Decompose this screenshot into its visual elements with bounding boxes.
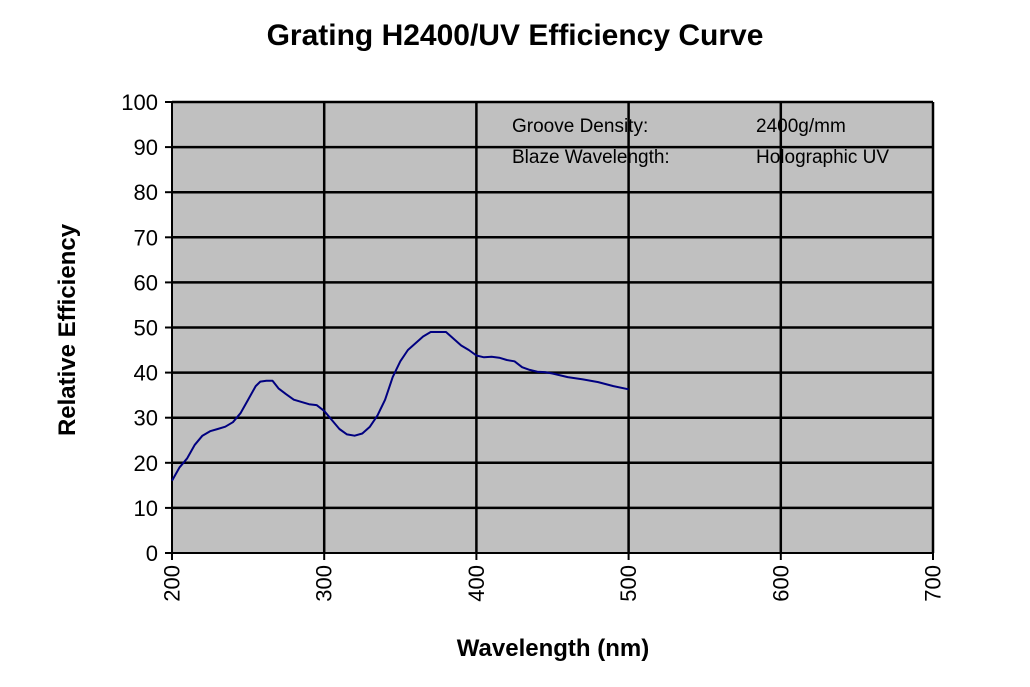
- x-tick-labels: 200 300 400 500 600 700: [160, 565, 946, 602]
- data-point: [521, 366, 523, 368]
- y-tick-label-90: 90: [134, 135, 158, 160]
- data-point: [627, 388, 629, 390]
- data-point: [612, 385, 614, 387]
- data-point: [414, 342, 416, 344]
- data-point: [194, 444, 196, 446]
- x-tick-label-600: 600: [768, 565, 793, 602]
- data-point: [216, 428, 218, 430]
- data-point: [490, 356, 492, 358]
- data-point: [271, 380, 273, 382]
- x-axis-label: Wavelength (nm): [457, 635, 649, 662]
- annotation-box: Groove Density: 2400g/mm Blaze Wavelength:…: [512, 116, 889, 168]
- data-point: [475, 354, 477, 356]
- data-point: [186, 457, 188, 459]
- y-tick-label-70: 70: [134, 225, 158, 250]
- y-tick-label-30: 30: [134, 406, 158, 431]
- x-tick-label-500: 500: [616, 565, 641, 602]
- data-point: [361, 432, 363, 434]
- data-point: [353, 435, 355, 437]
- data-point: [506, 359, 508, 361]
- y-tick-label-20: 20: [134, 451, 158, 476]
- data-point: [247, 398, 249, 400]
- x-tick-label-400: 400: [464, 565, 489, 602]
- data-point: [391, 376, 393, 378]
- data-point: [452, 338, 454, 340]
- data-point: [407, 349, 409, 351]
- y-tick-label-0: 0: [146, 541, 158, 566]
- data-point: [315, 404, 317, 406]
- data-point: [277, 387, 279, 389]
- data-point: [259, 380, 261, 382]
- annotation-label-1: Blaze Wavelength:: [512, 147, 670, 168]
- data-point: [567, 376, 569, 378]
- data-point: [513, 360, 515, 362]
- data-point: [399, 360, 401, 362]
- data-point: [300, 401, 302, 403]
- data-point: [338, 428, 340, 430]
- annotation-value-0: 2400g/mm: [756, 116, 846, 137]
- data-point: [544, 371, 546, 373]
- y-tick-label-50: 50: [134, 316, 158, 341]
- y-tick-label-40: 40: [134, 361, 158, 386]
- data-point: [369, 426, 371, 428]
- y-axis-label: Relative Efficiency: [54, 223, 81, 436]
- chart-title: Grating H2400/UV Efficiency Curve: [267, 19, 764, 52]
- data-point: [331, 419, 333, 421]
- data-point: [437, 331, 439, 333]
- data-point: [384, 398, 386, 400]
- annotation-value-1: Holographic UV: [756, 147, 889, 168]
- data-point: [224, 426, 226, 428]
- data-point: [201, 435, 203, 437]
- data-point: [551, 372, 553, 374]
- data-point: [422, 335, 424, 337]
- x-tick-label-300: 300: [312, 565, 337, 602]
- data-point: [308, 403, 310, 405]
- data-point: [285, 393, 287, 395]
- data-point: [445, 331, 447, 333]
- data-point: [536, 370, 538, 372]
- data-point: [468, 349, 470, 351]
- data-point: [460, 344, 462, 346]
- series-line-0: [171, 331, 629, 482]
- data-point: [239, 412, 241, 414]
- data-point: [483, 356, 485, 358]
- y-tick-label-80: 80: [134, 180, 158, 205]
- data-point: [265, 380, 267, 382]
- y-tick-labels: 0 10 20 30 40 50 60 70 80 90 100: [121, 90, 158, 566]
- data-point: [171, 480, 173, 482]
- data-point: [528, 369, 530, 371]
- data-point: [255, 385, 257, 387]
- y-tick-label-100: 100: [121, 90, 158, 115]
- x-tick-label-200: 200: [160, 565, 185, 602]
- data-point: [346, 433, 348, 435]
- x-tick-label-700: 700: [921, 565, 946, 602]
- axes: [165, 101, 934, 560]
- data-point: [376, 414, 378, 416]
- data-point: [232, 421, 234, 423]
- data-point: [498, 357, 500, 359]
- data-point: [597, 381, 599, 383]
- series-layer: [171, 331, 629, 482]
- y-tick-label-10: 10: [134, 496, 158, 521]
- data-point: [582, 378, 584, 380]
- data-point: [178, 466, 180, 468]
- annotation-label-0: Groove Density:: [512, 116, 648, 137]
- data-point: [323, 410, 325, 412]
- grid-lines: [172, 100, 935, 553]
- data-point: [430, 331, 432, 333]
- y-tick-label-60: 60: [134, 270, 158, 295]
- data-point: [293, 398, 295, 400]
- data-point: [209, 430, 211, 432]
